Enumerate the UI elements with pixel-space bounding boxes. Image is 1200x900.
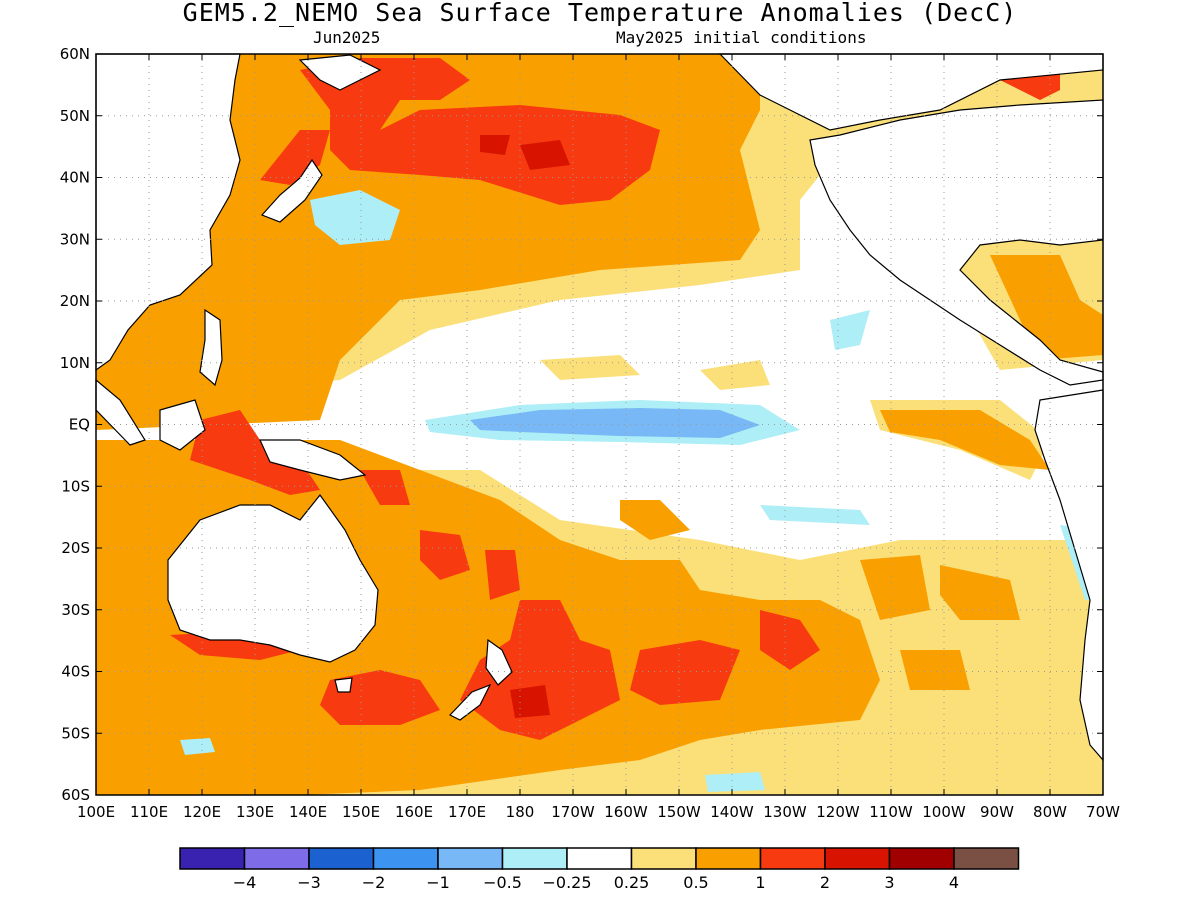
lon-label: 100E <box>77 803 115 821</box>
valid-month-label: Jun2025 <box>313 28 381 47</box>
colorbar-swatch <box>759 847 826 870</box>
colorbar-label: 4 <box>949 873 959 892</box>
lon-label: 160E <box>395 803 433 821</box>
axis-ticks <box>95 53 1104 796</box>
north-america-landmass <box>809 99 1104 386</box>
borneo-landmass <box>159 399 206 451</box>
new-zealand-south-landmass <box>449 683 492 721</box>
tasmania-landmass <box>334 677 353 693</box>
lon-label: 120E <box>183 803 221 821</box>
lon-label: 150E <box>342 803 380 821</box>
latitude-labels: 60N 50N 40N 30N 20N 10N EQ 10S 20S 30S 40S 50S 60S <box>60 45 90 804</box>
colorbar-label: −3 <box>297 873 321 892</box>
new-zealand-north-landmass <box>485 638 513 686</box>
colorbar-swatch <box>501 847 568 870</box>
colorbar: −4 −3 −2 −1 −0.5 −0.25 0.25 0.5 1 2 3 4 <box>179 847 1020 892</box>
lon-label: 150W <box>657 803 701 821</box>
lat-label: 60S <box>61 786 90 804</box>
lon-label: 90W <box>980 803 1014 821</box>
lat-label: 10N <box>60 354 90 372</box>
australia-landmass <box>167 494 379 663</box>
colorbar-swatch <box>372 847 439 870</box>
map-title: GEM5.2_NEMO Sea Surface Temperature Anom… <box>182 0 1018 27</box>
lon-label: 140E <box>289 803 327 821</box>
lat-label: 40N <box>60 169 90 187</box>
colorbar-label: 2 <box>820 873 830 892</box>
lon-label: 160W <box>604 803 648 821</box>
lat-label: EQ <box>69 416 90 434</box>
lat-label: 30N <box>60 230 90 248</box>
lon-label: 80W <box>1033 803 1067 821</box>
lat-label: 50N <box>60 107 90 125</box>
colorbar-swatch <box>695 847 762 870</box>
colorbar-label: 1 <box>755 873 765 892</box>
philippines-landmass <box>199 308 223 387</box>
longitude-labels: 100E 110E 120E 130E 140E 150E 160E 170E 180 170W 1… <box>77 803 1120 821</box>
lon-label: 180 <box>506 803 535 821</box>
colorbar-label: −1 <box>426 873 450 892</box>
lon-label: 130W <box>763 803 807 821</box>
colorbar-swatch <box>888 847 955 870</box>
lon-label: 170W <box>551 803 595 821</box>
lat-label: 20N <box>60 292 90 310</box>
colorbar-swatch <box>824 847 891 870</box>
lat-label: 20S <box>61 539 90 557</box>
colorbar-label: −4 <box>233 873 257 892</box>
lon-label: 170E <box>448 803 486 821</box>
colorbar-label: 0.25 <box>614 873 650 892</box>
colorbar-swatch <box>243 847 310 870</box>
init-conditions-label: May2025 initial conditions <box>616 28 867 47</box>
colorbar-label: −0.5 <box>483 873 522 892</box>
japan-landmass <box>260 158 323 223</box>
colorbar-label: 3 <box>884 873 894 892</box>
colorbar-label: −0.25 <box>542 873 591 892</box>
new-guinea-landmass <box>259 439 367 481</box>
colorbar-swatch <box>953 847 1020 870</box>
lon-label: 100W <box>922 803 966 821</box>
colorbar-label: −2 <box>362 873 386 892</box>
lon-label: 70W <box>1086 803 1120 821</box>
lat-label: 30S <box>61 601 90 619</box>
lon-label: 110W <box>869 803 913 821</box>
colorbar-swatch <box>566 847 633 870</box>
lat-label: 40S <box>61 663 90 681</box>
asia-mainland-landmass <box>95 53 241 372</box>
colorbar-swatch <box>179 847 246 870</box>
colorbar-swatch <box>308 847 375 870</box>
lat-label: 10S <box>61 477 90 495</box>
lon-label: 130E <box>236 803 274 821</box>
lon-label: 140W <box>710 803 754 821</box>
kamchatka-landmass <box>298 54 382 91</box>
lat-label: 50S <box>61 724 90 742</box>
colorbar-swatch <box>437 847 504 870</box>
colorbar-label: 0.5 <box>683 873 708 892</box>
coastlines <box>95 53 1104 762</box>
colorbar-swatch <box>630 847 697 870</box>
lon-label: 110E <box>130 803 168 821</box>
lat-label: 60N <box>60 45 90 63</box>
anomaly-band-2 <box>480 135 570 718</box>
lon-label: 120W <box>816 803 860 821</box>
